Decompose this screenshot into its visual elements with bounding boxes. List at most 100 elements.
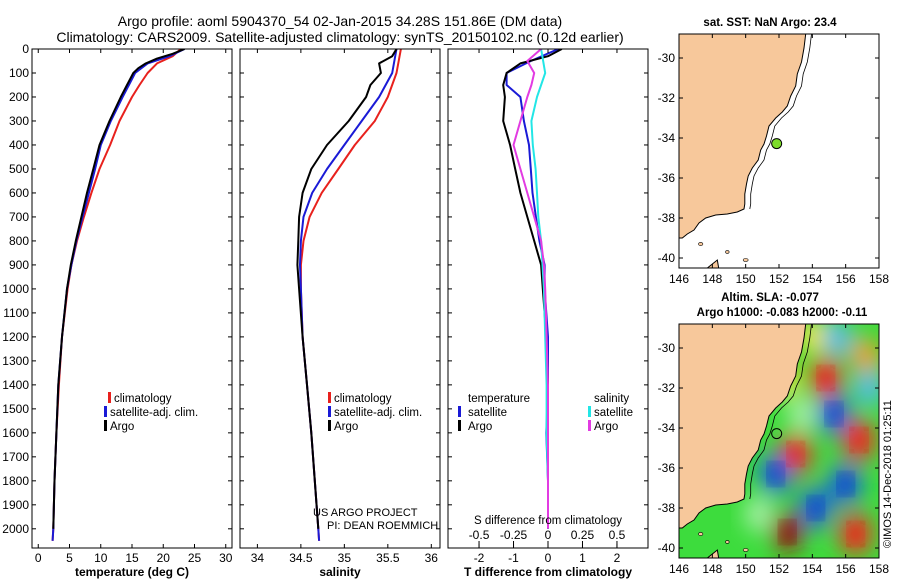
x-tick-label: 1 [579, 551, 586, 565]
y-tick-label: 600 [9, 186, 29, 200]
x-tick-label: 35.5 [376, 551, 400, 565]
x-tick-label: 2 [614, 551, 621, 565]
shelf-contour [749, 324, 812, 500]
y-tick-label: 1600 [2, 426, 29, 440]
x-tick-label: 35 [338, 551, 352, 565]
figure-title-line1: Argo profile: aoml 5904370_54 02-Jan-201… [118, 13, 562, 29]
sla-map-title-line1: Altim. SLA: -0.077 [721, 292, 819, 304]
panel-frame [31, 48, 233, 549]
salinity-panel: 34 34.5 35 35.5 36 salinity [239, 48, 441, 579]
difference-legend: temperature satellite Argo salinity sate… [458, 393, 633, 527]
legend-title-salinity: salinity [594, 393, 629, 405]
y-tick-label: -34 [658, 421, 676, 435]
y-tick-label: 1500 [2, 402, 29, 416]
legend-label-satellite: satellite-adj. clim. [334, 407, 422, 419]
legend-swatch-argo [328, 420, 331, 431]
x-axis-label: temperature (deg C) [75, 565, 189, 579]
island [698, 532, 704, 536]
y-tick-label: 1700 [2, 450, 29, 464]
legend-swatch-satellite [104, 406, 107, 417]
panel-frame [239, 48, 441, 549]
map-content [679, 34, 879, 268]
x-axis-label: T difference from climatology [464, 565, 632, 579]
y-tick-label: 1100 [3, 306, 29, 320]
x-axis-label: salinity [319, 565, 361, 579]
sla-core [787, 443, 804, 465]
y-tick-label: -34 [658, 131, 676, 145]
sla-core [851, 429, 867, 451]
x-tick-label: 34 [251, 551, 265, 565]
island [698, 242, 704, 246]
s-tick-label: 0.5 [609, 528, 626, 542]
land-australia [679, 324, 807, 529]
y-tick-label: 1200 [2, 330, 29, 344]
y-tick-label: 500 [9, 162, 29, 176]
sla-core [767, 463, 784, 485]
y-tick-label: 900 [9, 258, 29, 272]
sla-map-title-line2: Argo h1000: -0.083 h2000: -0.11 [697, 307, 868, 319]
island [725, 250, 730, 254]
island [725, 540, 730, 544]
series-climatology [299, 49, 402, 541]
y-tick-label: 200 [9, 90, 29, 104]
x-tick-label: 146 [669, 562, 689, 576]
watermark: ©IMOS 14-Dec-2018 01:25:11 [882, 400, 894, 548]
s-difference-label: S difference from climatology [474, 515, 622, 527]
x-tick-label: 148 [702, 272, 722, 286]
x-tick-label: 5 [66, 551, 73, 565]
legend-swatch-s-satellite [588, 406, 591, 417]
sla-blob [854, 369, 879, 407]
y-tick-label: -38 [658, 211, 676, 225]
x-tick-label: 154 [802, 272, 822, 286]
legend-swatch-satellite [328, 406, 331, 417]
y-tick-label: -30 [658, 341, 676, 355]
series-s-argo [512, 49, 549, 529]
y-tick-label: 1800 [2, 474, 29, 488]
x-tick-label: -2 [474, 551, 485, 565]
temperature-legend: climatology satellite-adj. clim. Argo [104, 392, 198, 433]
legend-label-satellite: satellite-adj. clim. [110, 407, 198, 419]
sla-blob [744, 495, 774, 533]
y-tick-label: 700 [9, 210, 29, 224]
sla-blob [823, 324, 852, 357]
x-tick-label: 0 [35, 551, 42, 565]
x-tick-label: 15 [125, 551, 139, 565]
x-tick-label: 10 [94, 551, 108, 565]
figure-title-line2: Climatology: CARS2009. Satellite-adjuste… [56, 29, 623, 45]
legend-swatch-climatology [328, 392, 331, 403]
series-s-satellite [530, 49, 549, 529]
x-tick-label: 150 [736, 272, 756, 286]
sla-map: 146 148 150 152 154 156 158 -30 -32 -34 -36 -38 -40 [658, 323, 889, 576]
sla-core [837, 473, 854, 495]
legend-title-temperature: temperature [468, 393, 530, 405]
series-argo [52, 49, 185, 529]
y-tick-label: 1900 [2, 498, 29, 512]
legend-label-s-argo: Argo [594, 421, 618, 433]
y-tick-label: -40 [658, 541, 676, 555]
legend-label-argo: Argo [110, 421, 134, 433]
project-annotation: US ARGO PROJECT [313, 507, 418, 519]
pi-annotation: PI: DEAN ROEMMICH [327, 520, 438, 532]
series-t-argo [502, 49, 563, 529]
x-tick-label: -1 [508, 551, 519, 565]
y-tick-label: 1300 [2, 354, 29, 368]
x-tick-label: 158 [869, 562, 889, 576]
y-tick-label: -36 [658, 171, 676, 185]
series-argo [296, 49, 398, 529]
legend-label-climatology: climatology [114, 393, 172, 405]
x-tick-label: 154 [802, 562, 822, 576]
x-tick-label: 152 [769, 562, 789, 576]
shelf-contour [749, 34, 812, 210]
legend-swatch-t-argo [458, 420, 461, 431]
legend-label-argo: Argo [334, 421, 358, 433]
y-tick-label: 1000 [2, 282, 29, 296]
x-tick-label: 34.5 [289, 551, 313, 565]
sst-map: 146 148 150 152 154 156 158 -30 -32 -34 -36 -38 -40 [658, 33, 889, 286]
y-tick-label: 300 [9, 114, 29, 128]
s-tick-label: -0.5 [469, 528, 490, 542]
legend-swatch-s-argo [588, 420, 591, 431]
map-content [679, 324, 879, 558]
series-t-satellite [505, 49, 559, 529]
x-tick-label: 25 [188, 551, 202, 565]
legend-swatch-t-satellite [458, 406, 461, 417]
